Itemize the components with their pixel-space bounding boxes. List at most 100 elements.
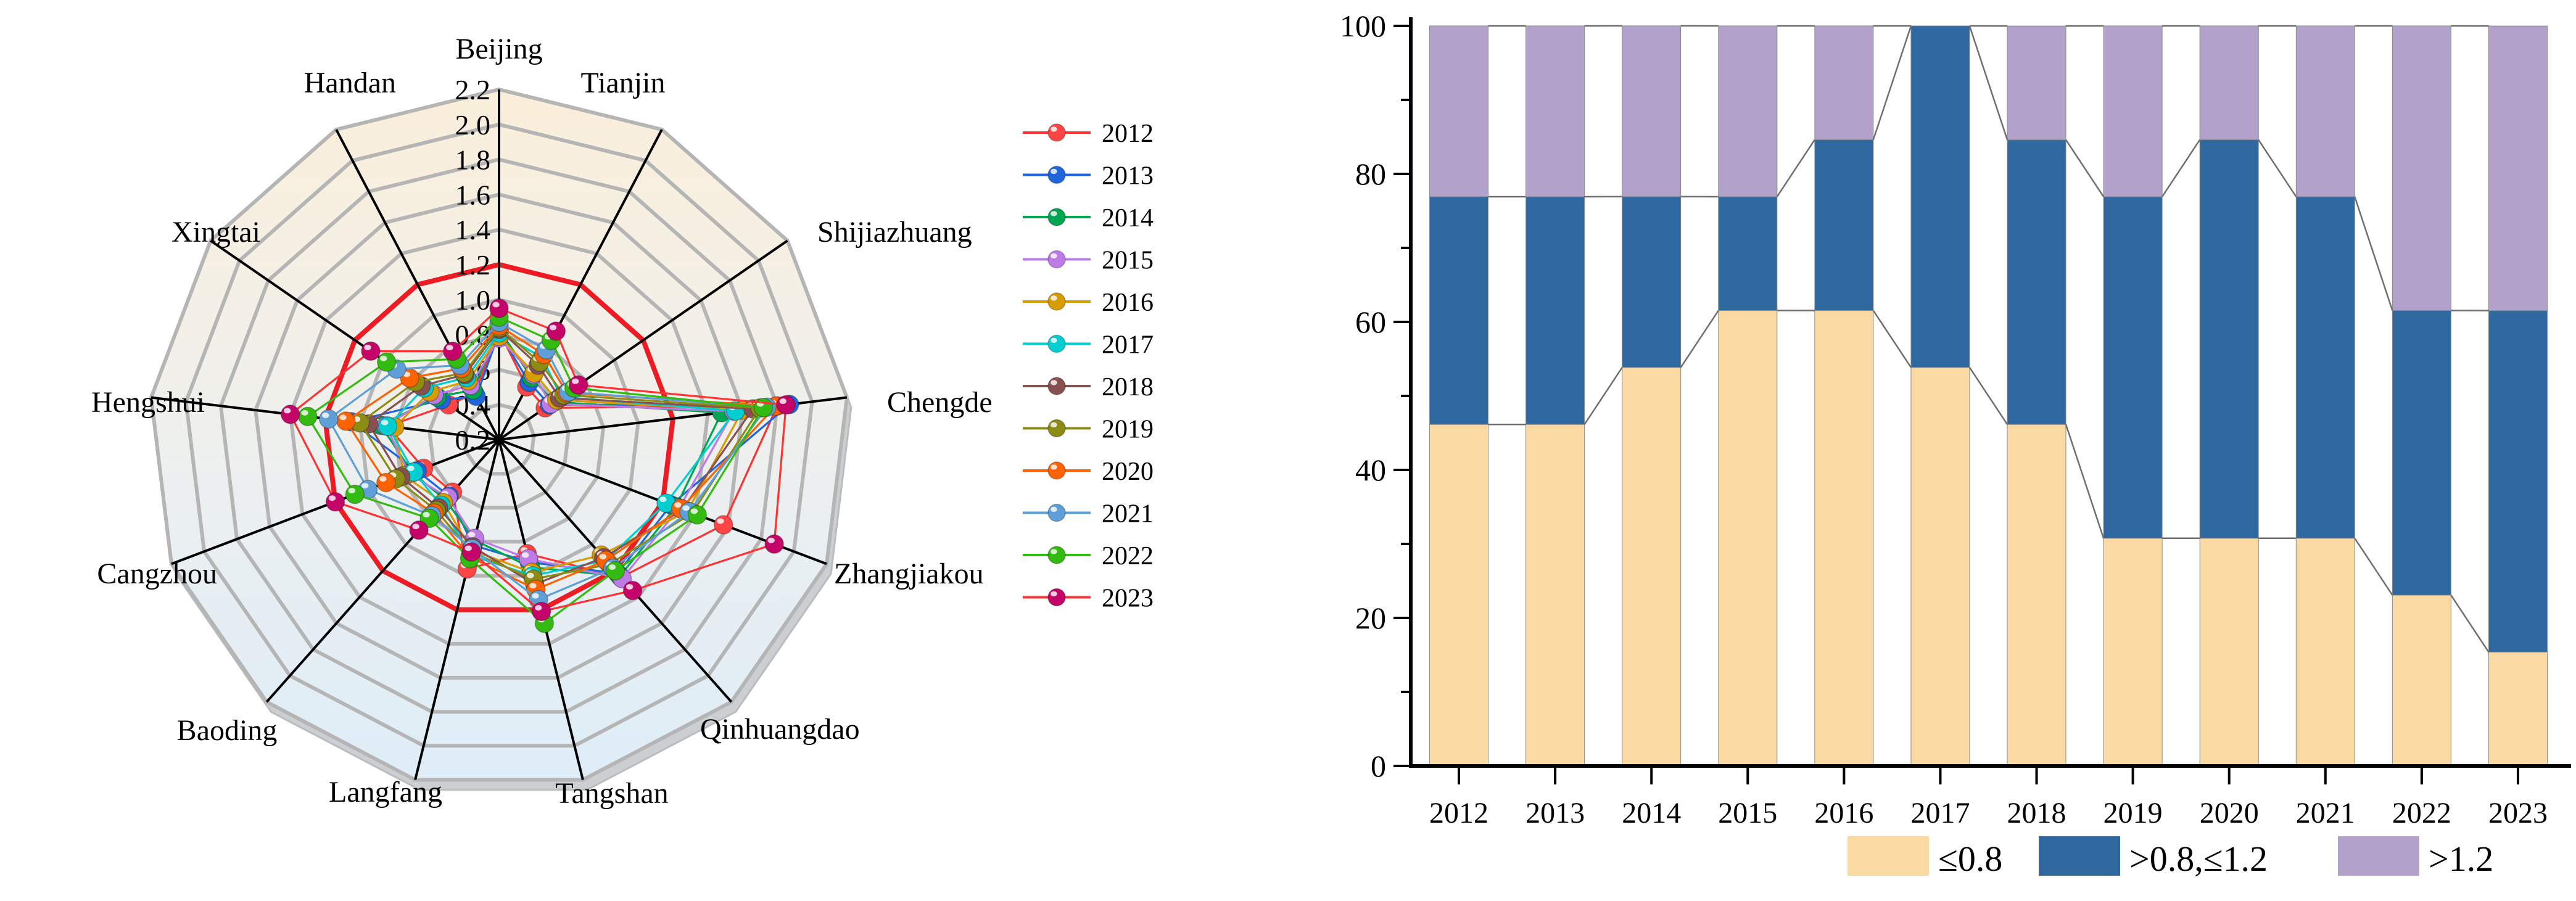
radial-tick-label: 1.0 — [455, 284, 491, 316]
connector — [2354, 538, 2393, 596]
radar-marker-2023-Handan-shine — [446, 345, 453, 351]
radar-marker-2023-Tianjin — [546, 321, 566, 341]
radar-legend-label: 2015 — [1102, 247, 1154, 275]
connector — [2065, 139, 2105, 197]
radar-legend-item-2021: 2021 — [1023, 500, 1154, 529]
radar-legend-item-2017: 2017 — [1023, 331, 1154, 360]
radar-marker-2023-Langfang — [461, 542, 481, 562]
radar-legend-marker-shine — [1051, 126, 1057, 132]
connector — [1968, 25, 2008, 141]
bar-segment-2019-s0 — [2103, 538, 2163, 767]
radar-marker-2023-Handan — [443, 341, 463, 361]
y-tick-label: 60 — [1355, 305, 1386, 339]
bar-segment-2013-s0 — [1525, 424, 1585, 767]
radar-marker-2022-Cangzhou — [345, 484, 365, 504]
radar-series-line-2019 — [358, 326, 761, 580]
radar-marker-2023-Shijiazhuang-shine — [571, 378, 579, 384]
radar-marker-2023-Xingtai — [361, 341, 381, 361]
bar-2014 — [1622, 25, 1682, 767]
bar-2017 — [1910, 25, 1970, 767]
radar-marker-2022-Qinhuangdao-shine — [608, 564, 616, 570]
radar-series-line-2014 — [379, 328, 723, 577]
connector — [2258, 139, 2297, 197]
radar-marker-2023-Chengde — [776, 395, 796, 415]
bar-2020 — [2199, 25, 2259, 767]
x-tick-label: 2016 — [1814, 797, 1873, 829]
radar-legend-marker — [1047, 461, 1066, 480]
radial-tick-label: 0.2 — [455, 424, 491, 456]
radar-marker-2023-Langfang — [461, 542, 481, 562]
radar-marker-2023-Tianjin — [546, 321, 566, 341]
radar-marker-2012-Zhangjiakou — [714, 515, 733, 535]
radar-marker-2023-Xingtai-shine — [364, 344, 371, 350]
radar-series-line-2022 — [307, 316, 765, 625]
radar-legend-label: 2016 — [1102, 289, 1154, 317]
connector — [1583, 367, 1623, 425]
radar-legend-item-2020: 2020 — [1023, 458, 1154, 486]
radar-legend-marker-shine — [1051, 253, 1057, 259]
radar-marker-2021-Zhangjiakou-shine — [682, 505, 690, 511]
bar-segment-2013-s1 — [1525, 196, 1585, 425]
radar-chart-figure: 0.20.40.60.81.01.21.41.61.82.02.2Beijing… — [91, 33, 1154, 810]
radar-legend-marker-shine — [1051, 337, 1057, 344]
radar-marker-2022-Zhangjiakou — [687, 505, 708, 525]
radar-marker-2023-Xingtai — [361, 341, 381, 361]
radar-marker-2023-Zhangjiakou — [764, 534, 784, 554]
radar-legend-marker-shine — [1051, 380, 1057, 385]
connector — [1872, 25, 1912, 140]
radar-marker-2022-Cangzhou-shine — [348, 488, 356, 494]
axis-label-cangzhou: Cangzhou — [97, 557, 217, 590]
bar-2018 — [2007, 25, 2066, 767]
radar-marker-2020-Cangzhou — [376, 472, 396, 493]
bar-segment-2015-s0 — [1718, 310, 1778, 767]
radar-marker-2023-Baoding-shine — [412, 524, 419, 530]
bar-segment-2021-s1 — [2295, 196, 2355, 539]
x-tick-label: 2013 — [1525, 797, 1585, 829]
axis-label-langfang: Langfang — [329, 776, 442, 808]
radar-legend-marker — [1047, 546, 1066, 564]
bar-legend-label: ≤0.8 — [1938, 839, 2002, 879]
radial-tick-label: 1.2 — [455, 249, 491, 281]
bar-segment-2022-s0 — [2392, 594, 2451, 767]
radar-legend-marker — [1047, 165, 1066, 184]
x-tick-label: 2023 — [2488, 797, 2548, 829]
radar-legend-label: 2019 — [1102, 416, 1154, 444]
radar-marker-2017-Cangzhou-shine — [407, 465, 415, 471]
radar-series-line-2021 — [328, 321, 768, 601]
y-tick-label: 0 — [1371, 749, 1386, 783]
radar-marker-2023-Langfang-shine — [464, 545, 472, 551]
x-tick-label: 2017 — [1910, 797, 1970, 829]
radial-tick-label: 1.6 — [455, 179, 491, 210]
radar-marker-2021-Hengshui-shine — [322, 412, 329, 418]
x-tick-label: 2018 — [2007, 797, 2066, 829]
radar-legend-item-2018: 2018 — [1023, 373, 1154, 401]
radar-legend-marker — [1047, 250, 1066, 269]
radar-series-2023 — [280, 298, 796, 622]
radar-legend-marker-shine — [1051, 422, 1057, 428]
radar-marker-2021-Hengshui — [318, 409, 339, 429]
radar-grid-ring — [184, 122, 814, 748]
radar-marker-2023-Beijing — [489, 298, 509, 318]
axis-label-zhangjiakou: Zhangjiakou — [834, 557, 984, 590]
bar-legend-item-0: ≤0.8 — [1847, 836, 2002, 879]
radar-legend-marker — [1047, 208, 1066, 226]
bar-segment-2018-s0 — [2007, 424, 2066, 767]
y-tick-label: 100 — [1340, 9, 1386, 43]
axis-label-xingtai: Xingtai — [171, 216, 260, 249]
radial-tick-label: 1.4 — [455, 214, 491, 245]
radar-legend-marker — [1047, 123, 1066, 142]
radar-city-labels: Beijing Tianjin Shijiazhuang Chengde Zhangji… — [91, 33, 993, 810]
axis-label-baoding: Baoding — [177, 714, 278, 747]
radar-marker-2023-Cangzhou — [325, 492, 345, 512]
bar-legend-swatch — [2039, 836, 2120, 876]
radar-marker-2023-Chengde — [776, 395, 796, 415]
y-tick-label: 80 — [1355, 157, 1386, 191]
bar-2015 — [1718, 25, 1778, 767]
radar-marker-2022-Hengshui — [298, 406, 318, 427]
radar-legend-marker-shine — [1051, 211, 1057, 216]
x-tick-label: 2012 — [1429, 797, 1488, 829]
radar-marker-2023-Tangshan-shine — [534, 605, 542, 611]
radar-spoke — [414, 439, 500, 780]
x-tick-label: 2015 — [1718, 797, 1777, 829]
radar-legend-marker — [1047, 292, 1066, 311]
